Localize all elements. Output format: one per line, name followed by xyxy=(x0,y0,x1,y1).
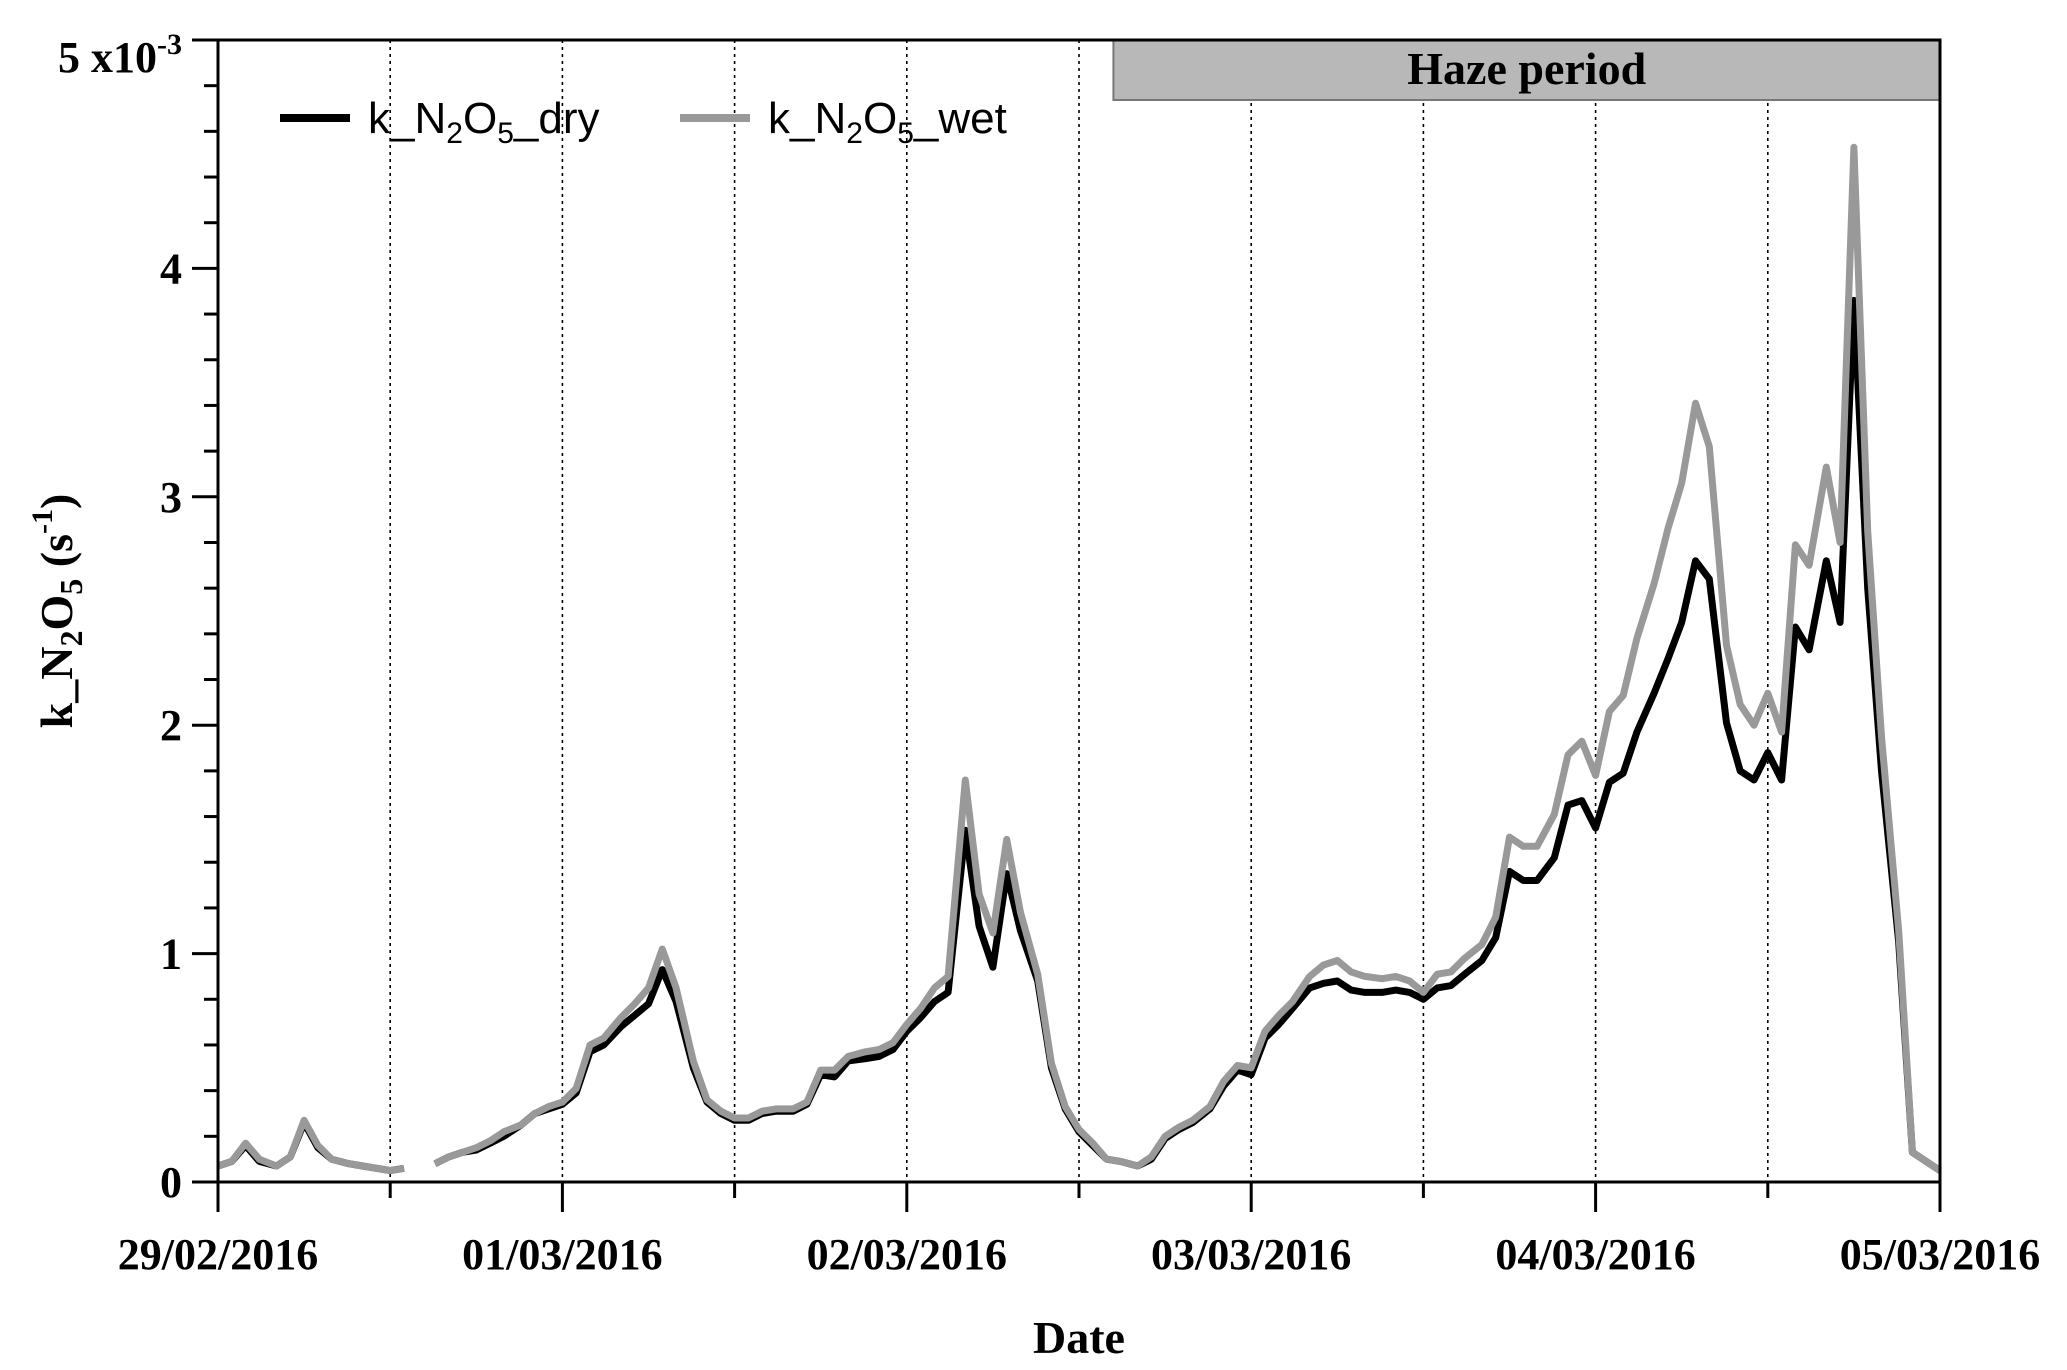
grid-layer xyxy=(389,40,1769,1182)
haze-period-label: Haze period xyxy=(1407,43,1646,94)
x-tick-label: 04/03/2016 xyxy=(1495,1230,1695,1279)
legend-label: k_N2O5_dry xyxy=(368,94,599,150)
ticks-layer: 29/02/2016 01/03/2016 02/03/2016 03/03/2016… xyxy=(118,38,2040,1279)
y-tick-label-top: 5 x10-3 xyxy=(58,28,182,82)
y-tick-label: 2 xyxy=(160,701,182,750)
x-tick-label: 05/03/2016 xyxy=(1840,1230,2040,1279)
x-tick-label: 02/03/2016 xyxy=(807,1230,1007,1279)
legend: k_N2O5_dry k_N2O5_wet xyxy=(280,94,1007,150)
legend-item: k_N2O5_dry xyxy=(280,94,599,150)
axis-titles: Date k_N2O5 (s-1) 5 x10-3 xyxy=(26,28,1125,1363)
y-tick-label: 4 xyxy=(160,244,182,293)
y-axis-title-text: k_N2O5 (s-1) xyxy=(26,494,89,729)
y-axis-title: k_N2O5 (s-1) xyxy=(26,494,89,729)
x-tick-label: 29/02/2016 xyxy=(118,1230,318,1279)
y-tick-label: 0 xyxy=(160,1158,182,1207)
legend-label: k_N2O5_wet xyxy=(768,94,1007,150)
legend-item: k_N2O5_wet xyxy=(680,94,1007,150)
x-tick-label: 03/03/2016 xyxy=(1151,1230,1351,1279)
y-tick-label: 3 xyxy=(160,473,182,522)
haze-annotation: Haze period xyxy=(1112,39,1941,101)
series-line-k_N2O5_wet xyxy=(216,143,1942,1175)
series-layer xyxy=(216,143,1942,1175)
x-tick-label: 01/03/2016 xyxy=(462,1230,662,1279)
haze-period-bar xyxy=(1112,39,1941,101)
y-axis-scale-label: 5 x10-3 xyxy=(58,28,182,82)
x-axis-title: Date xyxy=(1033,1312,1125,1363)
y-tick-label: 1 xyxy=(160,930,182,979)
